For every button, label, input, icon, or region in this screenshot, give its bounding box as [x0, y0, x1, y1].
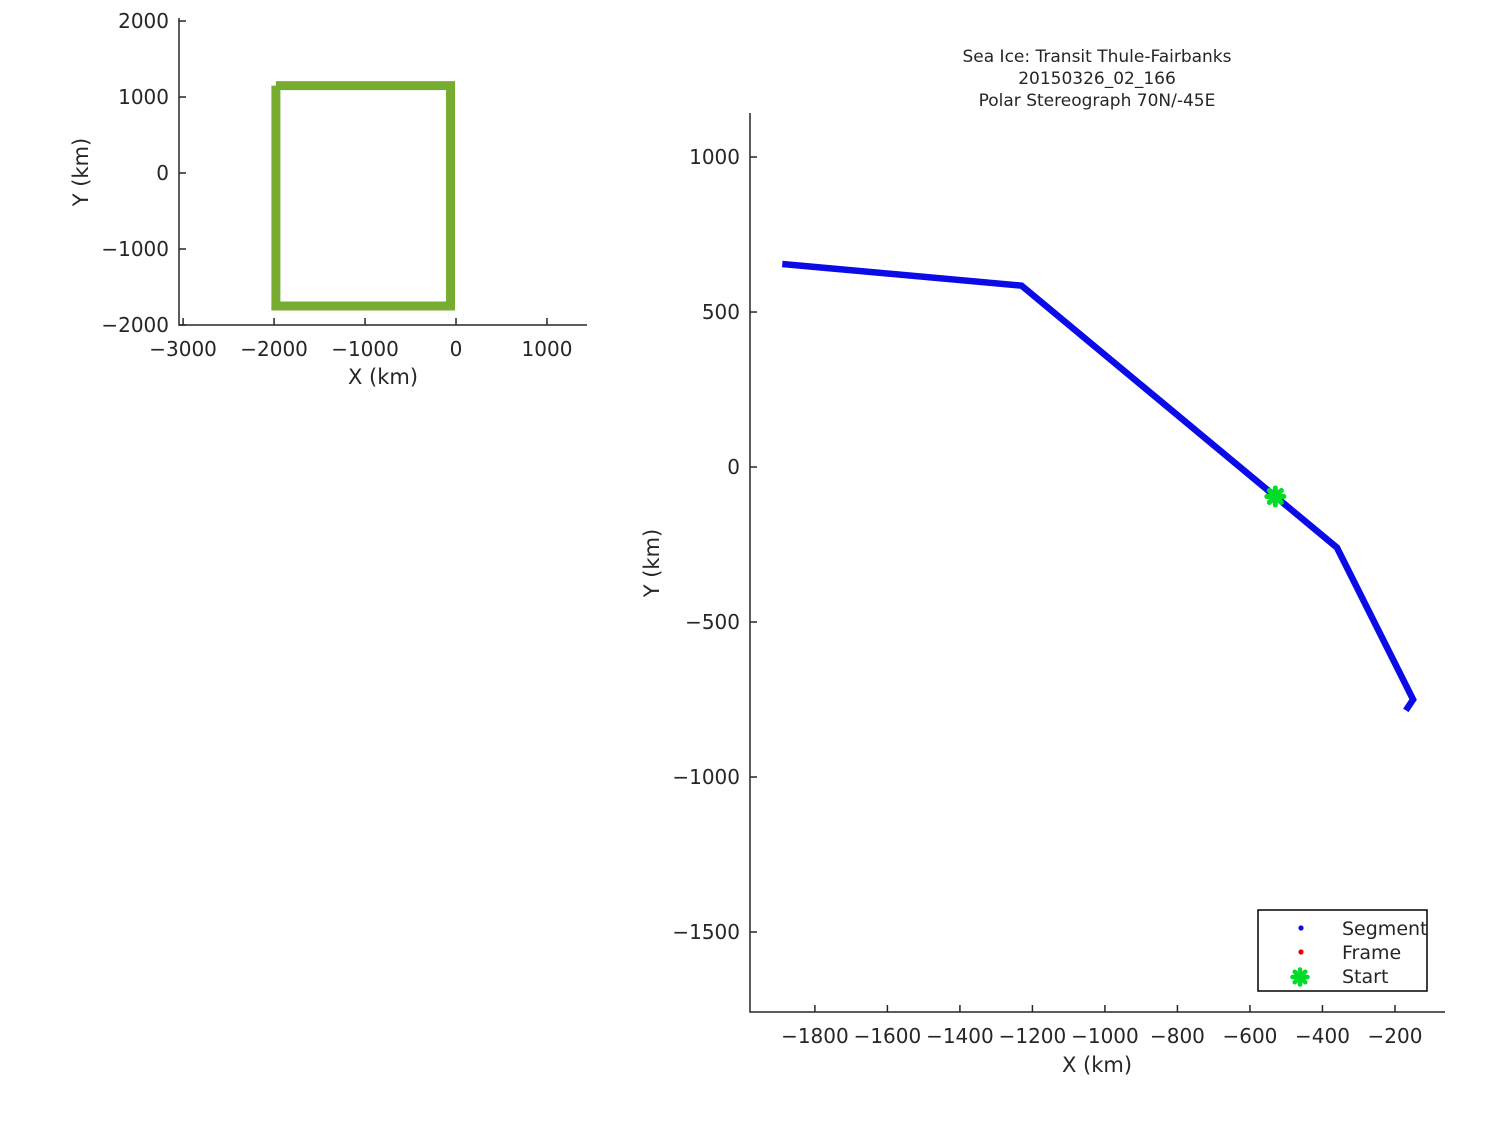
series-coverage-outline: [271, 81, 456, 311]
y-tick-label: 0: [156, 161, 169, 185]
legend-segment-dot-icon: [1298, 925, 1304, 931]
transit-plot: Sea Ice: Transit Thule-Fairbanks 2015032…: [640, 47, 1445, 1077]
y-tick-label: −1500: [672, 920, 740, 944]
overview-series: [271, 81, 456, 311]
x-tick-label: −1200: [999, 1024, 1067, 1048]
axis-spines: [178, 18, 587, 326]
x-tick-label: −1600: [854, 1024, 922, 1048]
legend-frame-dot-icon: [1298, 949, 1304, 955]
y-tick-label: 1000: [118, 85, 169, 109]
x-tick-label: −1000: [1071, 1024, 1139, 1048]
y-tick-label: −1000: [101, 237, 169, 261]
transit-title-line-1: Sea Ice: Transit Thule-Fairbanks: [962, 47, 1231, 67]
x-tick-label: −1400: [926, 1024, 994, 1048]
x-tick-label: −600: [1222, 1024, 1277, 1048]
overview-ylabel: Y (km): [69, 138, 93, 208]
x-tick-label: −400: [1295, 1024, 1350, 1048]
y-tick-label: 500: [702, 300, 740, 324]
overview-xlabel: X (km): [348, 365, 418, 389]
transit-ylabel: Y (km): [640, 529, 664, 599]
legend-label-segment: Segment: [1342, 918, 1428, 940]
x-tick-label: −1000: [331, 337, 399, 361]
legend-label-start: Start: [1342, 966, 1388, 988]
transit-axes: −1800 −1600 −1400 −1200 −1000 −800 −600 −400 −20…: [672, 113, 1445, 1048]
overview-plot: −3000 −2000 −1000 0 1000−2000−1000010002000 …: [69, 9, 587, 389]
y-tick-label: 0: [727, 455, 740, 479]
legend-label-frame: Frame: [1342, 942, 1401, 964]
x-tick-label: −3000: [149, 337, 217, 361]
x-tick-label: 0: [450, 337, 463, 361]
x-tick-label: 1000: [522, 337, 573, 361]
legend-asterisk: [1290, 967, 1310, 987]
transit-xlabel: X (km): [1062, 1053, 1132, 1077]
transit-title-line-3: Polar Stereograph 70N/-45E: [979, 91, 1216, 111]
legend-start-asterisk-icon: [1290, 967, 1310, 987]
x-tick-label: −800: [1150, 1024, 1205, 1048]
y-tick-label: 1000: [689, 145, 740, 169]
legend-box: [1257, 909, 1428, 992]
x-tick-label: −2000: [240, 337, 308, 361]
y-tick-label: 2000: [118, 9, 169, 33]
y-tick-label: −2000: [101, 313, 169, 337]
x-tick-label: −200: [1368, 1024, 1423, 1048]
transit-title-line-2: 20150326_02_166: [1018, 69, 1176, 89]
start-marker: [1264, 485, 1287, 508]
transit-series: [781, 260, 1417, 713]
legend: Segment Frame Start: [1257, 909, 1428, 992]
y-tick-label: −500: [685, 610, 740, 634]
series-segment: [781, 260, 1417, 713]
x-tick-label: −1800: [781, 1024, 849, 1048]
y-tick-label: −1000: [672, 765, 740, 789]
axis-spines: [749, 113, 1445, 1013]
